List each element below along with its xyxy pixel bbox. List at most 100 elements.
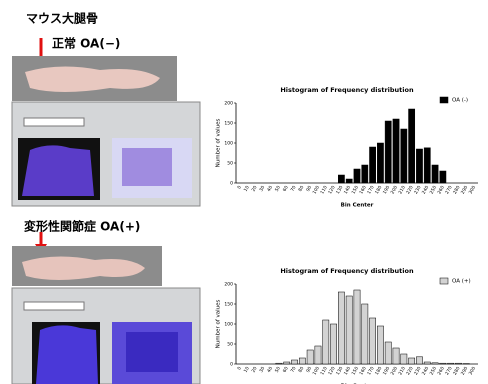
x-tick-label: 30 bbox=[258, 366, 266, 374]
x-tick-label: 300 bbox=[468, 366, 478, 377]
x-tick-label: 80 bbox=[297, 366, 305, 374]
bar bbox=[354, 169, 360, 183]
x-tick-label: 50 bbox=[274, 366, 282, 374]
legend-label: OA (-) bbox=[452, 98, 468, 104]
x-tick-label: 120 bbox=[327, 185, 337, 196]
x-tick-label: 180 bbox=[374, 366, 384, 377]
bar bbox=[323, 320, 329, 364]
y-tick-label: 50 bbox=[227, 161, 233, 167]
x-tick-label: 250 bbox=[429, 366, 439, 377]
bar bbox=[416, 357, 422, 364]
bar bbox=[424, 362, 430, 364]
bar bbox=[377, 143, 383, 183]
x-tick-label: 300 bbox=[468, 185, 478, 196]
x-tick-label: 270 bbox=[444, 366, 454, 377]
x-tick-label: 210 bbox=[397, 366, 407, 377]
bar bbox=[409, 358, 415, 364]
bar bbox=[291, 360, 297, 364]
x-tick-label: 70 bbox=[290, 185, 298, 193]
x-tick-label: 130 bbox=[335, 366, 345, 377]
bar bbox=[307, 350, 313, 364]
y-axis-label: Number of values bbox=[216, 299, 222, 348]
y-tick-label: 100 bbox=[224, 322, 233, 328]
bar bbox=[330, 324, 336, 364]
bar bbox=[424, 148, 430, 183]
bar bbox=[393, 348, 399, 364]
bar bbox=[362, 165, 368, 183]
bar bbox=[346, 296, 352, 364]
x-tick-label: 170 bbox=[366, 185, 376, 196]
bar bbox=[369, 318, 375, 364]
bar bbox=[369, 147, 375, 183]
bar bbox=[315, 346, 321, 364]
bar bbox=[338, 175, 344, 183]
x-tick-label: 290 bbox=[460, 366, 470, 377]
x-tick-label: 240 bbox=[421, 366, 431, 377]
bar bbox=[455, 363, 461, 364]
x-tick-label: 110 bbox=[319, 185, 329, 196]
x-tick-label: 120 bbox=[327, 366, 337, 377]
x-tick-label: 110 bbox=[319, 366, 329, 377]
x-tick-label: 40 bbox=[266, 366, 274, 374]
x-tick-label: 230 bbox=[413, 366, 423, 377]
bar bbox=[401, 354, 407, 364]
x-tick-label: 220 bbox=[405, 185, 415, 196]
x-tick-label: 240 bbox=[421, 185, 431, 196]
x-tick-label: 10 bbox=[243, 366, 251, 374]
bar bbox=[354, 290, 360, 364]
legend-swatch bbox=[440, 97, 448, 103]
x-tick-label: 280 bbox=[452, 366, 462, 377]
bar bbox=[284, 362, 290, 364]
x-tick-label: 130 bbox=[335, 185, 345, 196]
bar bbox=[416, 149, 422, 183]
x-tick-label: 60 bbox=[282, 366, 290, 374]
legend-label: OA (+) bbox=[452, 279, 471, 285]
x-tick-label: 290 bbox=[460, 185, 470, 196]
x-tick-label: 0 bbox=[236, 185, 243, 191]
bar bbox=[385, 342, 391, 364]
x-tick-label: 20 bbox=[250, 185, 258, 193]
x-tick-label: 260 bbox=[436, 185, 446, 196]
bar bbox=[276, 363, 282, 364]
x-tick-label: 150 bbox=[351, 185, 361, 196]
bar bbox=[338, 292, 344, 364]
x-tick-label: 160 bbox=[358, 366, 368, 377]
x-tick-label: 230 bbox=[413, 185, 423, 196]
x-tick-label: 170 bbox=[366, 366, 376, 377]
bar bbox=[440, 363, 446, 364]
chart-title: Histogram of Frequency distribution bbox=[280, 86, 414, 94]
y-tick-label: 150 bbox=[224, 302, 233, 308]
y-tick-label: 100 bbox=[224, 141, 233, 147]
y-tick-label: 0 bbox=[230, 181, 233, 187]
x-tick-label: 250 bbox=[429, 185, 439, 196]
x-tick-label: 50 bbox=[274, 185, 282, 193]
y-tick-label: 50 bbox=[227, 342, 233, 348]
x-tick-label: 100 bbox=[312, 185, 322, 196]
x-tick-label: 150 bbox=[351, 366, 361, 377]
bar bbox=[385, 121, 391, 183]
x-tick-label: 220 bbox=[405, 366, 415, 377]
y-tick-label: 0 bbox=[230, 362, 233, 368]
x-tick-label: 10 bbox=[243, 185, 251, 193]
x-tick-label: 260 bbox=[436, 366, 446, 377]
bar bbox=[362, 304, 368, 364]
bar bbox=[448, 363, 454, 364]
x-tick-label: 30 bbox=[258, 185, 266, 193]
x-tick-label: 140 bbox=[343, 366, 353, 377]
bar bbox=[299, 358, 305, 364]
bar bbox=[393, 119, 399, 183]
page: マウス大腿骨 正常 OA(−) 変形性関節症 OA(+) Histogram o… bbox=[0, 0, 488, 384]
x-tick-label: 60 bbox=[282, 185, 290, 193]
legend-swatch bbox=[440, 278, 448, 284]
normal-label: 正常 OA(−) bbox=[52, 36, 120, 51]
x-tick-label: 0 bbox=[236, 366, 243, 372]
x-tick-label: 40 bbox=[266, 185, 274, 193]
heading: マウス大腿骨 bbox=[26, 11, 98, 26]
y-tick-label: 200 bbox=[224, 101, 233, 107]
bar bbox=[401, 129, 407, 183]
x-tick-label: 180 bbox=[374, 185, 384, 196]
x-tick-label: 200 bbox=[390, 366, 400, 377]
bar bbox=[432, 165, 438, 183]
x-tick-label: 20 bbox=[250, 366, 258, 374]
x-tick-label: 200 bbox=[390, 185, 400, 196]
